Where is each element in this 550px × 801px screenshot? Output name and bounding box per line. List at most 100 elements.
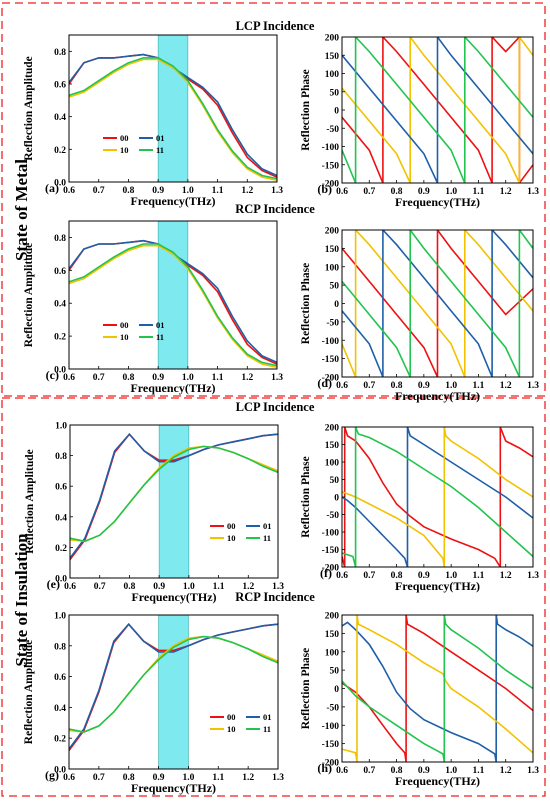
y-tick-label: 0.8 bbox=[54, 234, 66, 244]
group-title: LCP Incidence bbox=[236, 400, 315, 414]
y-tick-label: 0.4 bbox=[54, 704, 66, 714]
y-tick-label: -150 bbox=[322, 546, 340, 556]
series-line-10 bbox=[69, 58, 277, 182]
y-tick-label: 200 bbox=[325, 34, 340, 44]
legend-label-01: 01 bbox=[156, 320, 165, 330]
y-tick-label: 0.2 bbox=[54, 735, 66, 745]
panel-b: 0.6 0.7 0.8 0.9 1.0 1.1 1.2 1.3 -200 -150 -100 -50 0… bbox=[300, 34, 539, 210]
highlight-band bbox=[158, 424, 190, 579]
y-axis-label: Reflection Amplitude bbox=[23, 56, 35, 160]
series-line-11 bbox=[342, 37, 533, 183]
legend-label-10: 10 bbox=[227, 724, 236, 734]
y-tick-label: 0.0 bbox=[54, 179, 66, 189]
y-tick-label: 50 bbox=[330, 282, 340, 292]
x-tick-label: 0.9 bbox=[418, 381, 430, 391]
x-tick-label: 1.0 bbox=[445, 187, 457, 197]
plot-frame bbox=[68, 220, 278, 370]
y-tick-label: -200 bbox=[322, 374, 340, 384]
x-axis-label: Frequency(THz) bbox=[130, 381, 215, 395]
x-tick-label: 1.2 bbox=[500, 381, 512, 391]
y-tick-label: 150 bbox=[325, 245, 340, 255]
y-tick-label: 100 bbox=[325, 70, 340, 80]
y-axis-label: Reflection Amplitude bbox=[24, 449, 36, 553]
y-tick-label: -50 bbox=[326, 125, 339, 135]
legend-label-00: 00 bbox=[120, 133, 129, 143]
x-tick-label: 1.3 bbox=[527, 766, 539, 776]
x-tick-label: 0.7 bbox=[93, 373, 105, 383]
x-tick-label: 1.2 bbox=[242, 773, 254, 783]
x-tick-label: 1.1 bbox=[212, 373, 224, 383]
series-line-11 bbox=[342, 615, 533, 762]
x-tick-label: 0.8 bbox=[391, 766, 403, 776]
x-tick-label: 1.3 bbox=[527, 571, 539, 581]
panel-label: (e) bbox=[47, 577, 60, 591]
x-tick-label: 0.6 bbox=[336, 766, 348, 776]
x-tick-label: 0.8 bbox=[391, 571, 403, 581]
legend-label-00: 00 bbox=[227, 712, 236, 722]
y-tick-label: 0.0 bbox=[54, 766, 66, 776]
series-line-10 bbox=[69, 244, 277, 369]
plot-frame bbox=[68, 34, 278, 183]
x-tick-label: 0.7 bbox=[363, 571, 375, 581]
y-tick-label: 0.2 bbox=[54, 146, 66, 156]
x-axis-label: Frequency(THz) bbox=[395, 579, 480, 593]
y-tick-label: 0.2 bbox=[55, 544, 67, 554]
x-axis-label: Frequency(THz) bbox=[395, 195, 480, 209]
legend-label-10: 10 bbox=[120, 332, 129, 342]
legend-label-01: 01 bbox=[263, 712, 272, 722]
panel-label: (d) bbox=[317, 376, 332, 390]
x-tick-label: 0.9 bbox=[418, 571, 430, 581]
series-line-11 bbox=[70, 445, 278, 543]
x-tick-label: 1.0 bbox=[182, 773, 194, 783]
legend-label-11: 11 bbox=[156, 145, 164, 155]
x-tick-label: 1.0 bbox=[445, 571, 457, 581]
x-axis-label: Frequency(THz) bbox=[395, 389, 480, 403]
metal-state-label: State of Metal bbox=[12, 159, 31, 261]
insulation-state-label: State of Insulation bbox=[12, 533, 31, 667]
y-tick-label: -100 bbox=[322, 337, 340, 347]
x-tick-label: 1.1 bbox=[212, 186, 224, 196]
x-tick-label: 1.0 bbox=[183, 582, 195, 592]
y-tick-label: 50 bbox=[330, 88, 340, 98]
y-axis-label: Reflection Amplitude bbox=[23, 243, 35, 347]
series-line-01 bbox=[342, 615, 533, 762]
x-axis-label: Frequency(THz) bbox=[130, 194, 215, 208]
legend-label-10: 10 bbox=[120, 145, 129, 155]
y-tick-label: -200 bbox=[322, 759, 340, 769]
y-tick-label: -150 bbox=[322, 740, 340, 750]
x-tick-label: 1.2 bbox=[241, 186, 253, 196]
panel-e: LCP Incidence 0.6 0.7 0.8 0.9 1.0 1.1 1.2 1.3 0.0… bbox=[24, 400, 315, 604]
legend-label-00: 00 bbox=[227, 521, 236, 531]
series-line-01 bbox=[342, 230, 533, 377]
x-tick-label: 0.8 bbox=[122, 373, 134, 383]
panel-f: 0.6 0.7 0.8 0.9 1.0 1.1 1.2 1.3 -200 -150 -100 -50 0… bbox=[300, 424, 539, 594]
series-line-01 bbox=[69, 622, 278, 750]
panel-a: LCP Incidence 0.6 0.7 0.8 0.9 1.0 1.1 1.2 1.3 0.0… bbox=[23, 19, 315, 208]
y-axis-label: Reflection Phase bbox=[300, 456, 312, 537]
y-tick-label: -50 bbox=[326, 511, 339, 521]
y-tick-label: 200 bbox=[325, 424, 340, 434]
y-tick-label: 0.6 bbox=[54, 267, 66, 277]
series-line-11 bbox=[342, 230, 533, 377]
x-tick-label: 0.7 bbox=[363, 187, 375, 197]
x-tick-label: 0.8 bbox=[391, 381, 403, 391]
group-title: RCP Incidence bbox=[235, 590, 315, 604]
panel-g: RCP Incidence 0.6 0.7 0.8 0.9 1.0 1.1 1.2 1.3 0.0… bbox=[23, 590, 315, 795]
x-tick-label: 0.6 bbox=[63, 186, 75, 196]
y-tick-label: 200 bbox=[325, 612, 340, 622]
group-title: LCP Incidence bbox=[236, 19, 315, 33]
panel-h: 0.6 0.7 0.8 0.9 1.0 1.1 1.2 1.3 -200 -150 -100 -50 0… bbox=[300, 612, 539, 789]
x-tick-label: 0.7 bbox=[93, 186, 105, 196]
x-tick-label: 0.8 bbox=[122, 186, 134, 196]
y-axis-label: Reflection Phase bbox=[300, 648, 312, 729]
y-tick-label: -150 bbox=[322, 161, 340, 171]
y-tick-label: 150 bbox=[325, 630, 340, 640]
x-tick-label: 0.8 bbox=[123, 582, 135, 592]
x-tick-label: 0.6 bbox=[336, 187, 348, 197]
x-tick-label: 1.2 bbox=[500, 187, 512, 197]
panel-label: (a) bbox=[45, 181, 59, 195]
x-tick-label: 0.7 bbox=[93, 773, 105, 783]
y-tick-label: 0.0 bbox=[55, 575, 67, 585]
legend-label-11: 11 bbox=[156, 332, 164, 342]
